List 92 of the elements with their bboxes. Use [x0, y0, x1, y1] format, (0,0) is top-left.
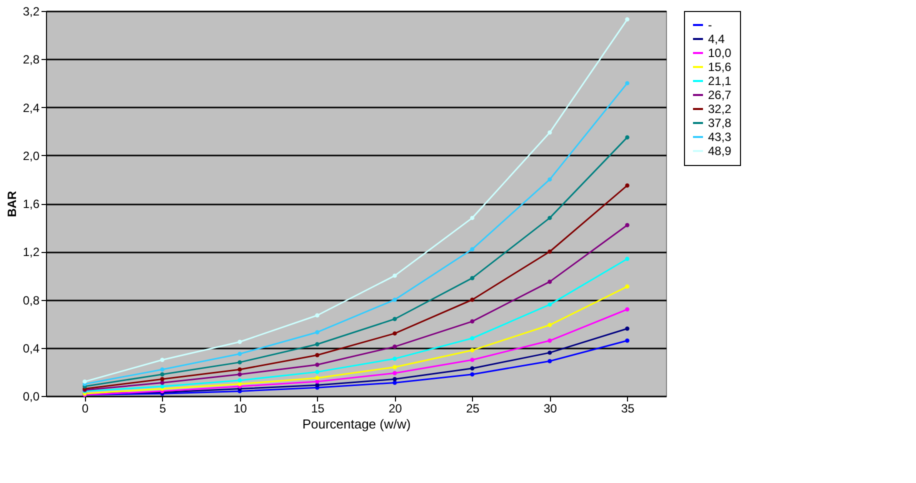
point — [548, 302, 552, 307]
legend-label: 21,1 — [708, 74, 732, 88]
point — [315, 376, 320, 380]
x-axis-title: Pourcentage (w/w) — [302, 416, 411, 432]
point — [238, 340, 242, 344]
point — [625, 256, 630, 261]
point — [160, 377, 164, 382]
point — [392, 365, 397, 370]
point — [160, 367, 164, 372]
point — [238, 378, 242, 382]
point — [470, 348, 474, 352]
y-tick-label: 1,6 — [22, 197, 40, 211]
x-tick-label: 5 — [159, 402, 166, 416]
point — [392, 298, 397, 302]
point — [315, 352, 320, 358]
y-tick-label: 0,0 — [22, 390, 40, 404]
point — [470, 276, 474, 280]
point — [548, 322, 552, 328]
x-tick-label: 10 — [234, 402, 248, 416]
point — [548, 177, 552, 182]
point — [392, 344, 397, 349]
point — [470, 372, 474, 376]
point — [315, 330, 320, 334]
y-axis-title: BAR — [4, 190, 19, 217]
point — [392, 377, 397, 382]
point — [160, 358, 164, 362]
point — [625, 81, 630, 86]
point — [548, 350, 552, 355]
point — [625, 223, 630, 228]
point — [392, 380, 397, 385]
x-tick-label: 20 — [388, 402, 402, 416]
point — [470, 216, 474, 220]
point — [160, 380, 164, 385]
point — [82, 379, 87, 384]
legend-label: 43,3 — [708, 130, 732, 144]
point — [470, 247, 474, 252]
legend-label: 32,2 — [708, 102, 732, 116]
point — [392, 274, 397, 278]
x-tick-label: 15 — [311, 402, 325, 416]
point — [160, 384, 164, 388]
point — [238, 367, 242, 372]
point — [470, 366, 474, 370]
point — [238, 382, 242, 386]
point — [392, 356, 397, 361]
point — [625, 183, 630, 188]
legend-label: 4,4 — [708, 32, 726, 46]
point — [548, 216, 552, 220]
x-tick-label: 25 — [466, 402, 480, 416]
y-tick-label: 0,4 — [22, 341, 40, 356]
point — [392, 316, 397, 322]
legend-label: 48,9 — [708, 144, 732, 158]
point — [548, 338, 552, 343]
point — [315, 362, 320, 367]
point — [470, 298, 474, 302]
point — [238, 372, 242, 376]
point — [625, 284, 630, 289]
point — [548, 358, 552, 364]
point — [625, 17, 630, 22]
x-tick-label: 35 — [621, 402, 635, 416]
point — [470, 319, 474, 324]
point — [470, 336, 474, 340]
y-tick-label: 1,2 — [22, 245, 40, 260]
x-tick-label: 30 — [544, 402, 558, 416]
y-tick-label: 3,2 — [22, 4, 40, 18]
point — [470, 358, 474, 362]
legend-label: 15,6 — [708, 60, 732, 74]
point — [238, 360, 242, 364]
point — [392, 331, 397, 336]
legend-label: 26,7 — [708, 88, 732, 102]
y-tick-label: 2,8 — [22, 52, 40, 67]
point — [625, 135, 630, 140]
y-tick-label: 0,8 — [22, 293, 40, 308]
x-tick-label: 0 — [82, 402, 89, 416]
point — [315, 342, 320, 346]
point — [315, 379, 320, 384]
point — [548, 130, 552, 135]
point — [625, 307, 630, 312]
legend-label: 10,0 — [708, 46, 732, 60]
point — [315, 313, 320, 318]
legend-label: 37,8 — [708, 116, 732, 130]
point — [625, 326, 630, 331]
point — [315, 383, 320, 388]
point — [392, 371, 397, 376]
y-tick-label: 2,0 — [22, 148, 40, 163]
point — [548, 250, 552, 254]
point — [160, 372, 164, 376]
point — [625, 338, 630, 343]
point — [548, 280, 552, 284]
y-tick-label: 2,4 — [22, 100, 40, 115]
legend-label: - — [708, 18, 712, 32]
point — [238, 352, 242, 356]
point — [315, 370, 320, 374]
